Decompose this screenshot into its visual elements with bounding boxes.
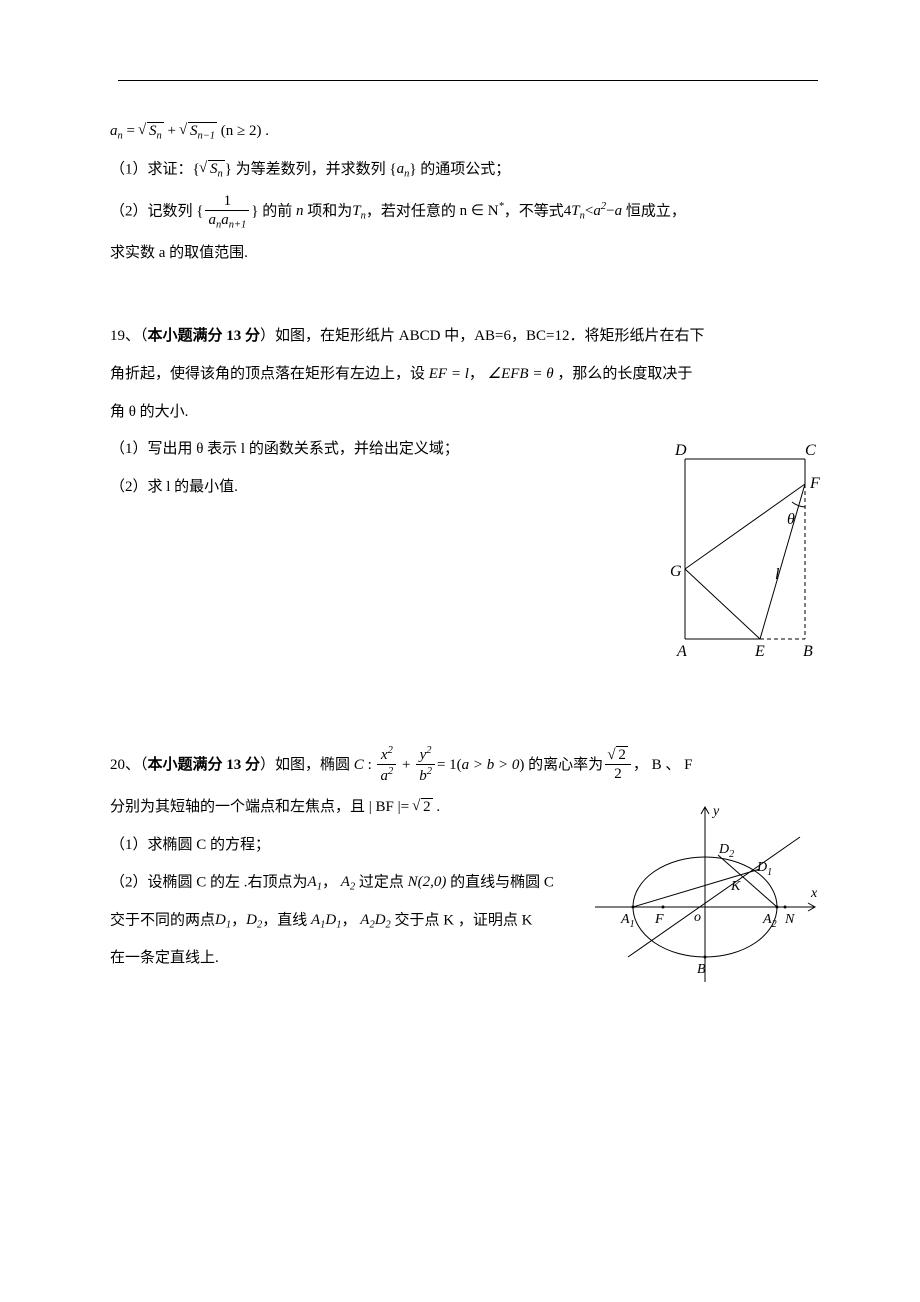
q18-given: an = Sn + Sn−1 (n ≥ 2) . bbox=[110, 116, 825, 148]
svg-text:F: F bbox=[654, 912, 664, 927]
q18-part2b: 求实数 a 的取值范围. bbox=[110, 238, 825, 270]
top-rule bbox=[118, 80, 818, 81]
svg-text:A: A bbox=[676, 643, 687, 660]
svg-text:o: o bbox=[694, 910, 701, 925]
q18-part2: （2）记数列 {1anan+1} 的前 n 项和为Tn，若对任意的 n ∈ N*… bbox=[110, 192, 825, 232]
svg-text:D1: D1 bbox=[756, 860, 772, 878]
spacer bbox=[110, 275, 825, 315]
svg-text:B: B bbox=[803, 643, 813, 660]
q19-figure: D C F G A E B l θ bbox=[665, 439, 825, 664]
svg-text:G: G bbox=[670, 563, 682, 580]
svg-text:F: F bbox=[809, 475, 820, 492]
equals: = bbox=[127, 116, 135, 148]
svg-text:y: y bbox=[711, 804, 720, 819]
q20-points: 本小题满分 13 分 bbox=[148, 757, 261, 773]
spacer2 bbox=[110, 679, 825, 739]
q19-svg: D C F G A E B l θ bbox=[665, 439, 825, 664]
svg-text:C: C bbox=[805, 442, 816, 459]
svg-text:l: l bbox=[775, 566, 780, 583]
svg-text:D: D bbox=[674, 442, 687, 459]
svg-text:θ: θ bbox=[787, 511, 795, 528]
svg-text:x: x bbox=[810, 886, 818, 901]
page: an = Sn + Sn−1 (n ≥ 2) . （1）求证：{Sn} 为等差数… bbox=[0, 0, 920, 1302]
q20-figure: y x D2 D1 K A1 F o A2 N B bbox=[585, 797, 825, 987]
q20-line1: 20、（本小题满分 13 分）如图，椭圆 C : x2a2 + y2b2 = 1… bbox=[110, 745, 825, 786]
q19-line1: 19、（本小题满分 13 分）如图，在矩形纸片 ABCD 中，AB=6，BC=1… bbox=[110, 321, 825, 353]
q19-line2: 角折起，使得该角的顶点落在矩形有左边上，设 EF = l， ∠EFB = θ ，… bbox=[110, 359, 825, 391]
svg-text:B: B bbox=[697, 962, 706, 977]
svg-text:K: K bbox=[730, 879, 741, 894]
q19-points: 本小题满分 13 分 bbox=[148, 328, 261, 344]
svg-text:A2: A2 bbox=[762, 912, 777, 930]
q19-line3: 角 θ 的大小. bbox=[110, 397, 825, 429]
q20-svg: y x D2 D1 K A1 F o A2 N B bbox=[585, 797, 825, 987]
q18-part1: （1）求证：{Sn} 为等差数列，并求数列 {an} 的通项公式； bbox=[110, 154, 825, 186]
svg-text:E: E bbox=[754, 643, 765, 660]
svg-text:N: N bbox=[784, 912, 795, 927]
svg-text:A1: A1 bbox=[620, 912, 635, 930]
